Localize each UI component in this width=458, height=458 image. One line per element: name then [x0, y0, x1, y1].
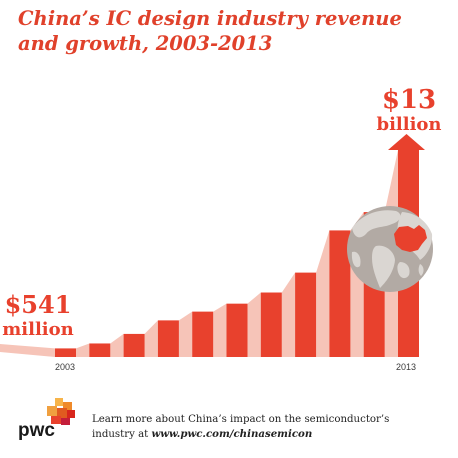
- bar-shadow: [178, 311, 193, 357]
- up-arrow-icon: [388, 134, 425, 168]
- bar-5: [192, 311, 214, 357]
- footer-text: Learn more about China’s impact on the s…: [92, 413, 432, 442]
- footer: pwc Learn more about China’s impact on t…: [0, 396, 458, 458]
- bar-3: [123, 333, 145, 357]
- bar-shadow: [76, 343, 90, 357]
- bar-shadow: [144, 320, 158, 357]
- x-tick-end: 2013: [396, 362, 416, 372]
- end-value-label: $13: [382, 85, 436, 115]
- pwc-logo: [47, 398, 75, 425]
- pwc-wordmark: pwc: [18, 420, 55, 441]
- bar-7: [260, 292, 282, 357]
- bar-shadow: [281, 272, 296, 357]
- bar-shadow: [213, 303, 227, 357]
- china-highlight: [394, 225, 427, 252]
- chart-area: $541 million $13 billion 2003 2013: [0, 85, 442, 372]
- bar-9: [329, 230, 351, 357]
- bar-1: [55, 348, 76, 357]
- globe-icon: [347, 206, 433, 292]
- bar-6: [226, 303, 248, 357]
- bar-shadow: [110, 333, 124, 357]
- bar-8: [295, 272, 317, 357]
- bar-shadow: [316, 230, 330, 357]
- start-value-label: $541: [5, 290, 72, 319]
- x-tick-start: 2003: [55, 362, 75, 372]
- bar-shadow: [247, 292, 261, 357]
- start-unit-label: million: [2, 319, 74, 340]
- footer-body: Learn more about China’s impact on the s…: [92, 414, 390, 440]
- bar-2: [89, 343, 111, 357]
- bar-shadow: [0, 344, 55, 357]
- footer-link[interactable]: www.pwc.com/chinasemicon: [151, 428, 313, 440]
- bar-4: [157, 320, 179, 357]
- chart-title: China’s IC design industry revenue and g…: [18, 7, 402, 55]
- end-unit-label: billion: [376, 114, 441, 135]
